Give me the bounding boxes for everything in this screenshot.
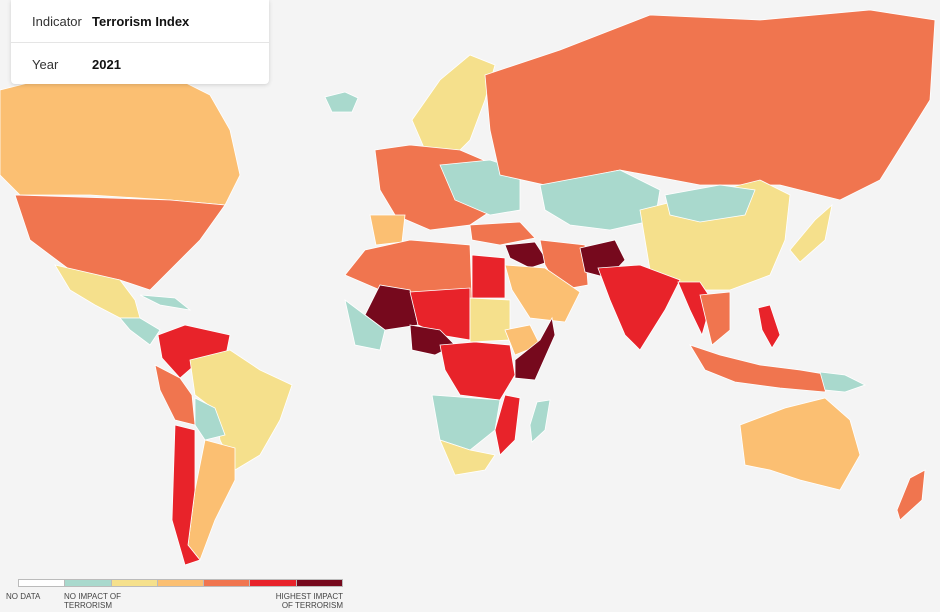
row-label: Indicator [32,13,82,29]
legend-swatch [110,579,157,587]
india [597,264,681,351]
papua [819,371,867,393]
iraq-syria [504,241,549,269]
legend-swatch [156,579,204,587]
egypt [471,254,506,299]
bolivia [194,397,226,441]
row-label: Year [32,56,59,72]
iceland [324,91,359,113]
caribbean [139,294,192,311]
arabia [504,264,581,323]
legend-swatch [18,579,65,587]
japan [789,203,833,263]
legend-swatch [64,579,111,587]
legend-swatch [249,579,296,587]
scandinavia [411,54,496,161]
kazakhstan [539,169,661,231]
indonesia [689,344,831,393]
new-zealand [896,469,926,521]
central-america [119,317,161,346]
indicator-panel: Indicator Terrorism Index Year 2021 [11,0,269,84]
row-value: Terrorism Index [92,13,190,29]
legend-label: NO IMPACT OF TERRORISM [64,592,122,610]
turkey [469,221,536,246]
canada [0,69,241,206]
legend-label: HIGHEST IMPACT OF TERRORISM [275,592,343,610]
panel-row[interactable]: Year 2021 [11,42,269,85]
south-africa [439,439,496,476]
iberia [369,214,406,246]
legend-label: NO DATA [6,592,41,601]
niger-chad [409,287,471,341]
panel-row[interactable]: Indicator Terrorism Index [11,0,269,42]
australia [739,397,861,491]
legend-swatches [18,579,343,587]
peru [154,364,196,426]
legend-swatch [295,579,343,587]
indochina [699,291,731,346]
philippines [757,304,781,349]
row-value: 2021 [92,56,121,72]
chile [171,424,201,566]
madagascar [529,399,551,443]
legend: NO DATA NO IMPACT OF TERRORISM HIGHEST I… [6,579,343,610]
somalia [514,316,556,381]
west-africa [344,299,386,351]
usa [14,194,226,291]
southern-africa [431,394,501,451]
legend-swatch [203,579,250,587]
russia [484,9,936,201]
sudan [469,297,511,343]
mozambique [494,394,521,456]
central-africa [439,341,516,401]
mongolia [664,184,756,223]
